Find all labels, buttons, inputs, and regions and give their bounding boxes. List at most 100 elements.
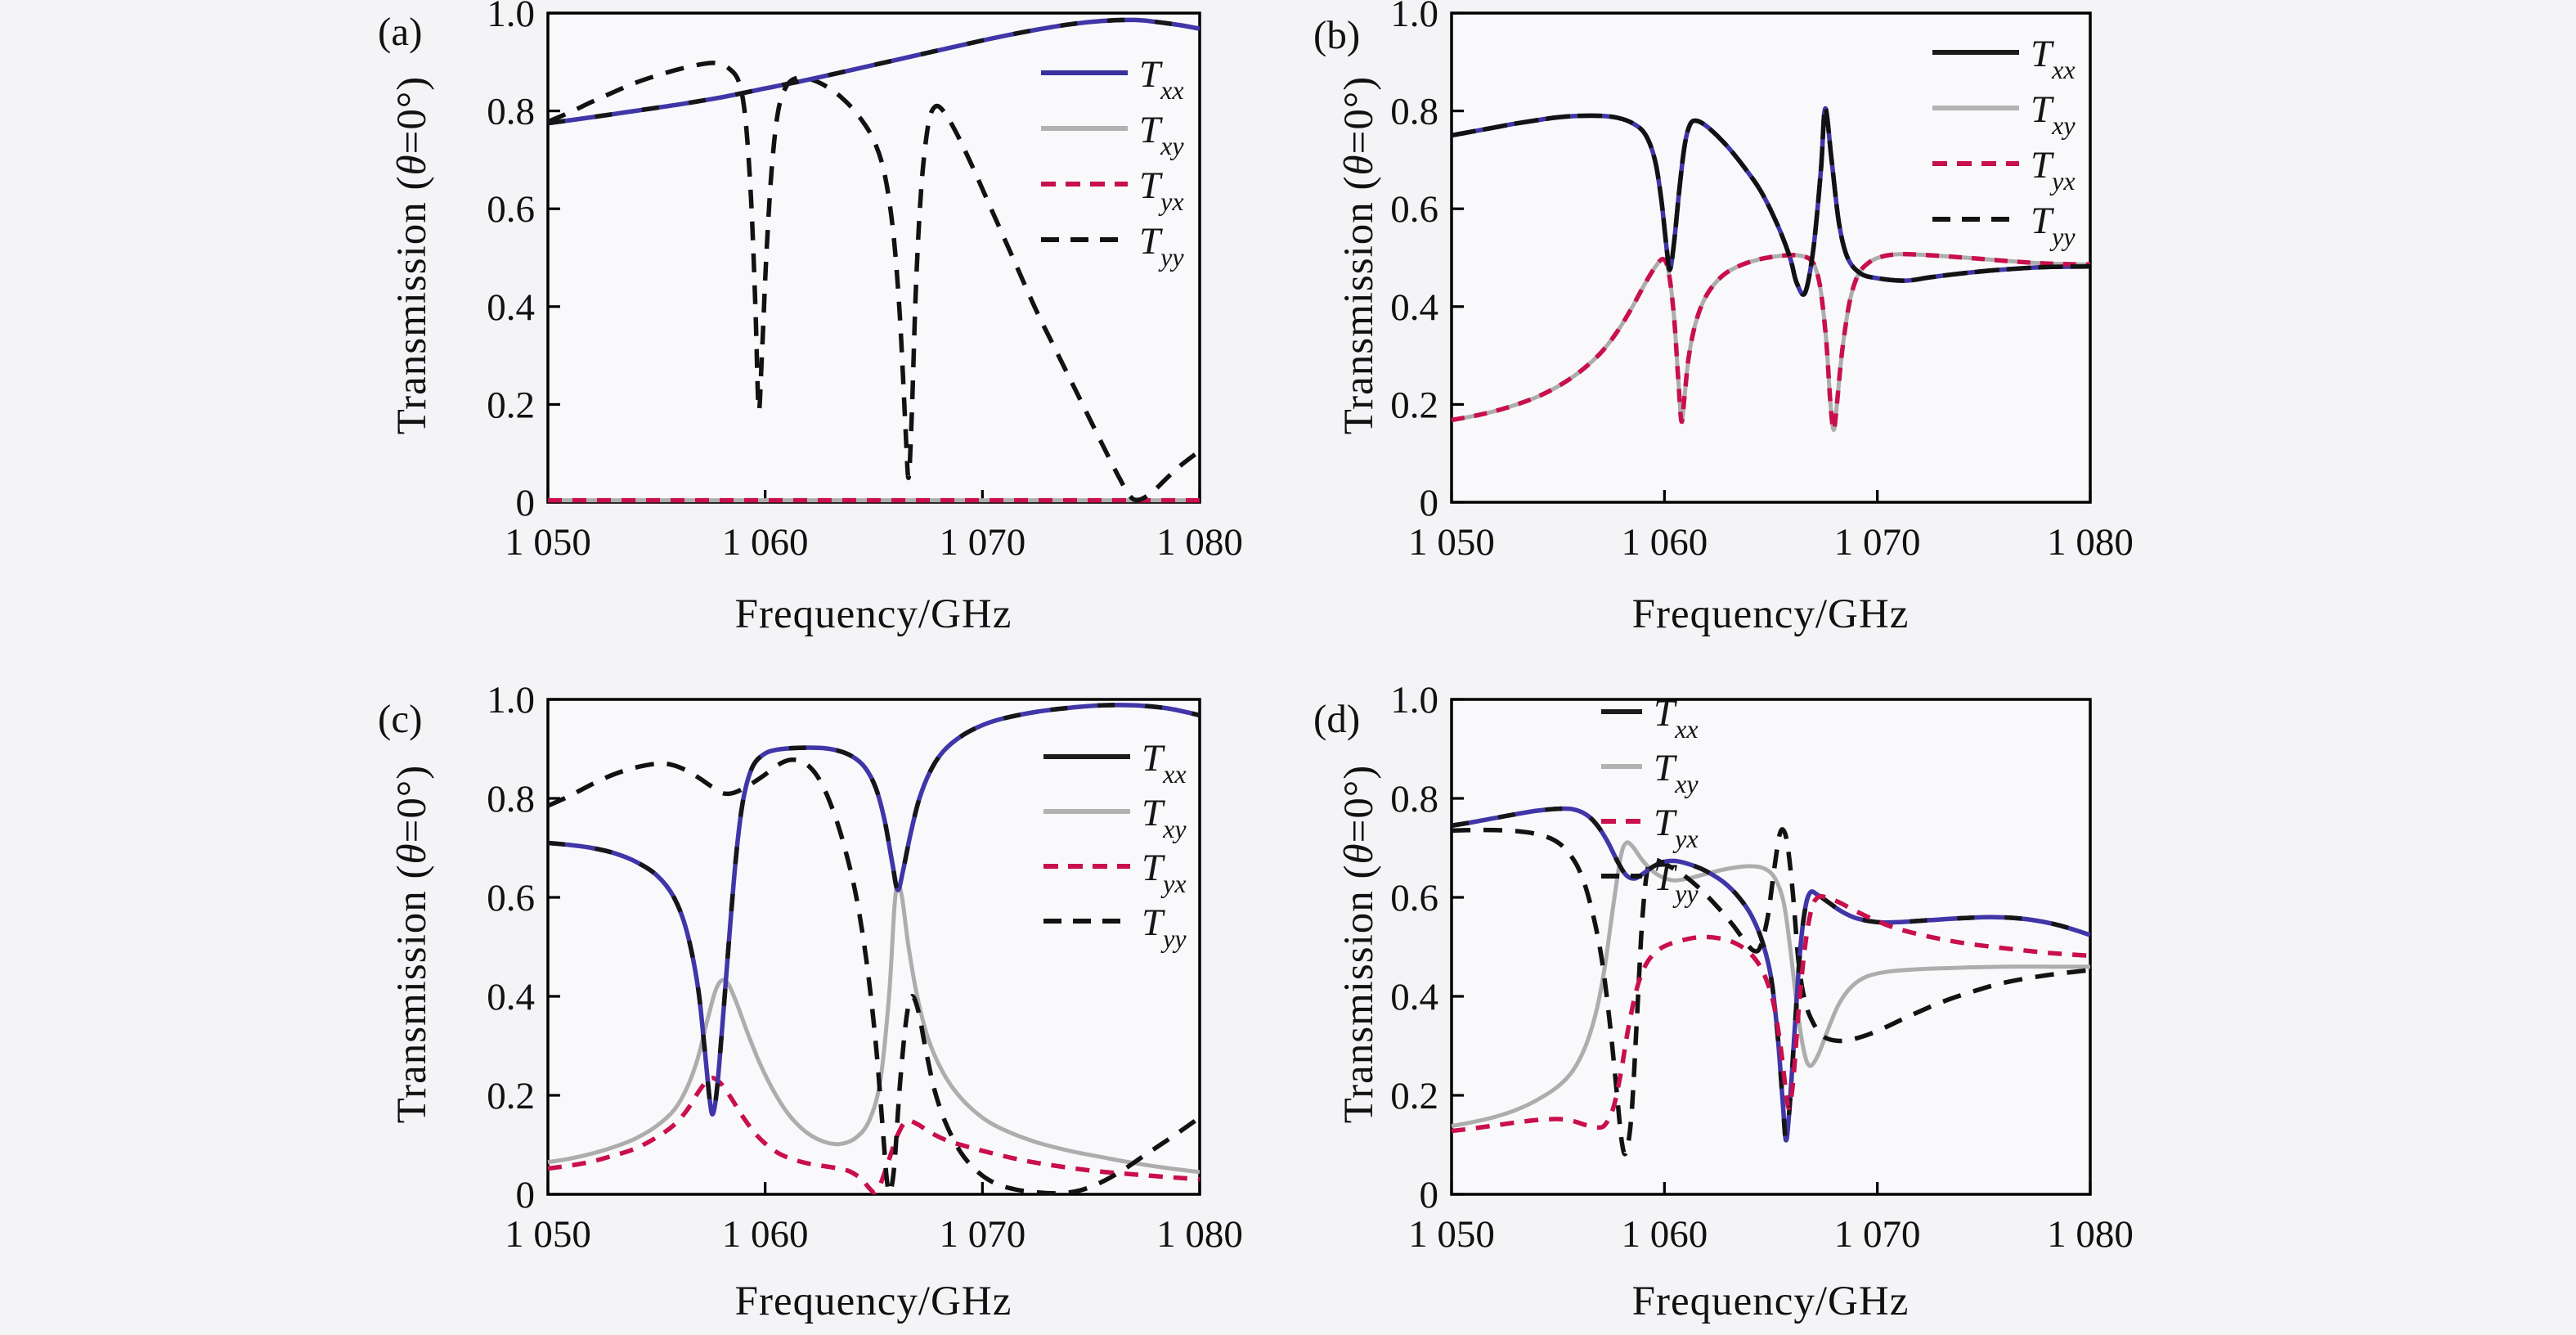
y-axis-title-suffix: =0°) [1336, 764, 1382, 843]
y-tick-label: 1.0 [487, 0, 535, 35]
panel-label-c: (c) [378, 696, 423, 741]
x-tick-label: 1 050 [505, 521, 591, 564]
legend-label-c-Tyx: Tyx [1142, 847, 1187, 898]
y-axis-title-d: Transmission (θ=0°) [1335, 694, 1383, 1193]
y-tick-label: 0.2 [487, 1075, 535, 1117]
legend-label-b-Txx: Txx [2031, 33, 2076, 84]
x-tick-label: 1 070 [1834, 1213, 1921, 1256]
x-tick-label: 1 080 [1156, 521, 1243, 564]
x-tick-label: 1 050 [1408, 1213, 1495, 1256]
y-axis-title-suffix: =0°) [1336, 75, 1382, 155]
x-tick-label: 1 060 [1621, 1213, 1708, 1256]
theta-symbol: θ [389, 843, 435, 865]
y-tick-label: 0 [1420, 482, 1439, 524]
series-line-d-Txy [1451, 840, 2090, 1128]
legend-label-d-Txy: Txy [1654, 747, 1699, 798]
plot-area-c [548, 699, 1200, 1194]
legend-label-a-Txy: Txy [1139, 109, 1184, 160]
y-tick-label: 0 [516, 482, 536, 524]
legend-label-d-Tyx: Tyx [1654, 802, 1699, 853]
y-tick-label: 0.4 [487, 286, 535, 329]
plot-frame-d [1450, 698, 2092, 1196]
panel-b: 1 050 1 060 1 070 1 08000.20.40.60.81.0TxxT… [1390, 0, 2134, 564]
y-axis-title-text: Transmission ( [389, 175, 435, 435]
x-axis-title-c: Frequency/GHz [734, 1279, 1012, 1324]
series-line-c-Txy [547, 882, 1200, 1175]
y-axis-title-a: Transmission (θ=0°) [388, 6, 436, 505]
y-tick-label: 0.6 [1390, 188, 1438, 231]
series-line-c-Tyx [547, 1075, 1200, 1195]
plot-area-a [548, 13, 1200, 502]
series-line-d-Tyx [1451, 893, 2091, 1134]
series-line-a-Tyy [546, 61, 1201, 503]
x-axis-title-d: Frequency/GHz [1631, 1279, 1910, 1324]
series-line-c-Tyy [546, 757, 1201, 1196]
x-tick-label: 1 080 [2047, 521, 2134, 564]
x-tick-label: 1 070 [1834, 521, 1921, 564]
y-tick-label: 0.2 [1390, 1075, 1438, 1117]
x-axis-title-a: Frequency/GHz [734, 591, 1012, 637]
y-tick-label: 0.6 [487, 188, 535, 231]
y-axis-title-suffix: =0°) [389, 764, 435, 843]
series-line-c-Txx [547, 703, 1200, 1117]
theta-symbol: θ [389, 154, 435, 176]
x-axis-title-b: Frequency/GHz [1631, 591, 1910, 637]
y-tick-label: 0.8 [487, 778, 535, 820]
x-tick-label: 1 060 [1621, 521, 1708, 564]
legend-label-b-Txy: Txy [2031, 88, 2076, 140]
legend-label-a-Txx: Txx [1139, 53, 1184, 105]
panel-a: 1 050 1 060 1 070 1 08000.20.40.60.81.0TxxT… [487, 0, 1243, 564]
y-tick-label: 1.0 [1390, 679, 1438, 721]
legend-label-a-Tyy: Tyy [1139, 220, 1184, 272]
y-tick-label: 0.8 [487, 91, 535, 133]
theta-symbol: θ [1336, 843, 1382, 865]
legend-label-c-Tyy: Tyy [1142, 901, 1187, 953]
x-tick-label: 1 080 [1156, 1213, 1243, 1256]
series-line-a-Txx [547, 17, 1200, 126]
y-tick-label: 0.2 [1390, 384, 1438, 426]
plot-area-d [1452, 699, 2090, 1194]
x-tick-label: 1 070 [939, 521, 1025, 564]
series-line-d-Tyy [1451, 827, 2091, 1157]
y-axis-title-text: Transmission ( [1336, 175, 1382, 435]
legend-label-d-Tyy: Tyy [1654, 856, 1699, 908]
panel-label-a: (a) [378, 9, 423, 54]
legend-label-c-Txy: Txy [1142, 792, 1187, 843]
panel-label-b: (b) [1313, 12, 1361, 57]
x-tick-label: 1 060 [722, 521, 809, 564]
x-tick-label: 1 070 [939, 1213, 1025, 1256]
panel-label-d: (d) [1313, 696, 1361, 741]
x-tick-label: 1 050 [1408, 521, 1495, 564]
y-axis-title-text: Transmission ( [389, 864, 435, 1124]
legend-label-b-Tyy: Tyy [2031, 200, 2076, 251]
x-tick-label: 1 080 [2047, 1213, 2134, 1256]
y-tick-label: 0.6 [487, 877, 535, 919]
legend-label-c-Txx: Txx [1142, 737, 1187, 789]
y-tick-label: 0.4 [1390, 976, 1438, 1018]
y-tick-label: 0 [516, 1174, 536, 1216]
legend-label-a-Tyx: Tyx [1139, 164, 1184, 216]
y-tick-label: 0 [1420, 1174, 1439, 1216]
y-tick-label: 0.6 [1390, 877, 1438, 919]
y-tick-label: 0.4 [1390, 286, 1438, 329]
y-tick-label: 1.0 [487, 679, 535, 721]
series-line-b-Tyy [1451, 106, 2091, 297]
y-tick-label: 0.4 [487, 976, 535, 1018]
legend-label-d-Txx: Txx [1654, 692, 1699, 744]
y-tick-label: 0.8 [1390, 91, 1438, 133]
plot-frame-b [1450, 11, 2092, 504]
x-tick-label: 1 060 [722, 1213, 809, 1256]
panel-c: 1 050 1 060 1 070 1 08000.20.40.60.81.0TxxT… [487, 679, 1243, 1256]
y-axis-title-suffix: =0°) [389, 75, 435, 155]
y-axis-title-b: Transmission (θ=0°) [1335, 6, 1383, 505]
y-tick-label: 0.8 [1390, 778, 1438, 820]
y-tick-label: 0.2 [487, 384, 535, 426]
theta-symbol: θ [1336, 154, 1382, 176]
x-tick-label: 1 050 [505, 1213, 591, 1256]
series-line-b-Tyx [1451, 251, 2091, 433]
y-axis-title-c: Transmission (θ=0°) [388, 694, 436, 1193]
series-overlay-d-Txx [1451, 806, 2091, 1143]
